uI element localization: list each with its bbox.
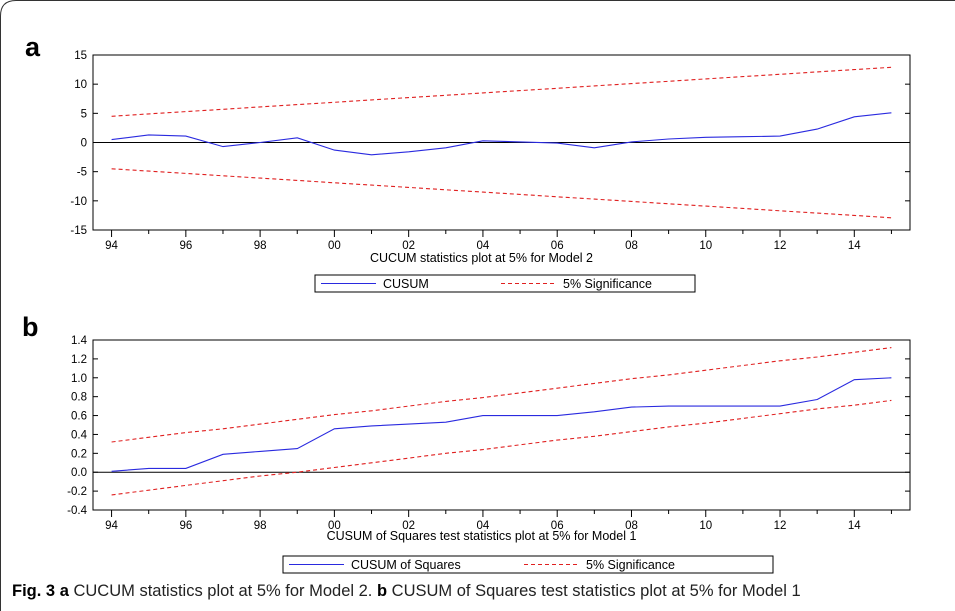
- series-line: [111, 112, 892, 156]
- x-axis-label: CUSUM of Squares test statistics plot at…: [327, 529, 637, 543]
- significance-line: [111, 168, 892, 219]
- y-tick-label: -5: [77, 167, 87, 179]
- y-tick-label: 0.2: [71, 448, 87, 460]
- x-tick-label: 98: [254, 520, 267, 532]
- y-tick-label: 1.2: [71, 354, 87, 366]
- legend-label: 5% Significance: [586, 558, 675, 572]
- significance-line: [111, 347, 892, 443]
- y-tick-label: 1.0: [71, 373, 87, 385]
- x-tick-label: 98: [254, 240, 267, 252]
- caption-text-a: CUCUM statistics plot at 5% for Model 2.: [68, 582, 377, 600]
- series-line: [111, 377, 892, 472]
- x-axis-label: CUCUM statistics plot at 5% for Model 2: [370, 251, 593, 265]
- x-tick-label: 04: [477, 240, 490, 252]
- caption-fig-label: Fig. 3: [12, 582, 56, 600]
- y-tick-label: 5: [81, 108, 87, 120]
- x-tick-label: 04: [477, 520, 490, 532]
- y-tick-label: 10: [74, 79, 87, 91]
- x-tick-label: 94: [105, 240, 118, 252]
- caption-text-b: CUSUM of Squares test statistics plot at…: [387, 582, 801, 600]
- x-tick-label: 10: [699, 520, 712, 532]
- y-tick-label: -15: [70, 225, 87, 237]
- y-tick-label: 0.4: [71, 429, 88, 441]
- caption-letter-a: a: [59, 582, 69, 600]
- panel-label-a: a: [25, 32, 41, 62]
- y-tick-label: -10: [70, 196, 87, 208]
- y-tick-label: 0: [81, 138, 87, 150]
- x-tick-label: 08: [625, 520, 638, 532]
- y-tick-label: -0.2: [67, 486, 87, 498]
- significance-line: [111, 66, 892, 117]
- plot-area: [92, 339, 911, 511]
- y-tick-label: 15: [74, 50, 87, 62]
- x-tick-label: 02: [402, 520, 415, 532]
- legend-label: CUSUM: [383, 277, 429, 291]
- y-tick-label: 0.8: [71, 392, 87, 404]
- x-tick-label: 96: [179, 240, 192, 252]
- x-tick-label: 00: [328, 520, 341, 532]
- x-tick-label: 06: [551, 240, 564, 252]
- x-tick-label: 08: [625, 240, 638, 252]
- y-tick-label: -0.4: [67, 505, 87, 517]
- x-tick-label: 12: [774, 520, 787, 532]
- x-tick-label: 12: [774, 240, 787, 252]
- y-tick-label: 0.6: [71, 411, 87, 423]
- x-tick-label: 10: [699, 240, 712, 252]
- caption-letter-b: b: [376, 582, 388, 600]
- legend-label: CUSUM of Squares: [351, 558, 461, 572]
- legend-label: 5% Significance: [563, 277, 652, 291]
- panel-label-b: b: [22, 312, 39, 342]
- x-tick-label: 96: [179, 520, 192, 532]
- x-tick-label: 02: [402, 240, 415, 252]
- figure-caption: Fig. 3 a CUCUM statistics plot at 5% for…: [12, 582, 801, 601]
- x-tick-label: 94: [105, 520, 118, 532]
- x-tick-label: 14: [848, 520, 861, 532]
- significance-line: [111, 399, 892, 496]
- y-tick-label: 1.4: [71, 335, 88, 347]
- y-tick-label: 0.0: [71, 467, 87, 479]
- x-tick-label: 00: [328, 240, 341, 252]
- x-tick-label: 06: [551, 520, 564, 532]
- x-tick-label: 14: [848, 240, 861, 252]
